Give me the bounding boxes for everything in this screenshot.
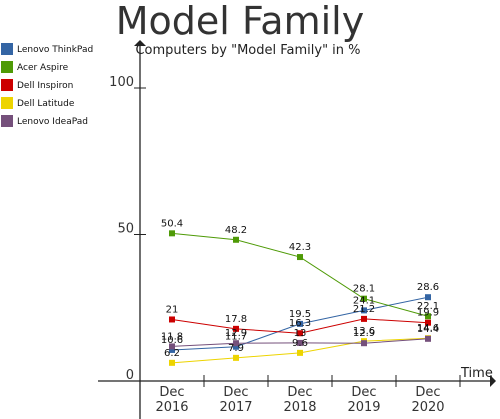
data-label: 6.2 [164, 348, 180, 359]
data-point [233, 236, 239, 243]
legend-item: Lenovo ThinkPad [1, 43, 93, 55]
x-tick-label-year: 2020 [411, 400, 444, 415]
data-label: 10.6 [161, 335, 183, 346]
data-point [233, 343, 239, 350]
data-point [169, 343, 175, 350]
x-tick-label-month: Dec [287, 385, 312, 400]
data-label: 14.4 [417, 324, 439, 335]
data-label: 21.2 [353, 304, 375, 315]
data-labels: 10.6 11.7 19.5 24.1 28.6 50.4 48.2 42.3 28.1 22.1… [161, 218, 439, 359]
data-label: 11.7 [225, 332, 247, 343]
legend-swatch [1, 61, 13, 73]
legend-label: Lenovo ThinkPad [17, 45, 93, 55]
data-label: 50.4 [161, 218, 183, 229]
data-point [169, 359, 175, 366]
data-point [233, 354, 239, 361]
legend-item: Acer Aspire [1, 61, 69, 73]
data-label: 13 [294, 328, 307, 339]
data-point [361, 315, 367, 322]
legend-swatch [1, 115, 13, 127]
legend-item: Dell Latitude [1, 97, 75, 109]
x-tick-label-year: 2019 [347, 400, 380, 415]
data-label: 19.9 [417, 308, 439, 319]
data-label: 9.6 [292, 338, 308, 349]
data-label: 11.8 [161, 331, 183, 342]
data-point [361, 340, 367, 347]
data-point [297, 330, 303, 337]
legend-swatch [1, 43, 13, 55]
data-point [361, 295, 367, 302]
data-label: 48.2 [225, 225, 247, 236]
x-tick-label-month: Dec [159, 385, 184, 400]
data-label: 7.9 [228, 343, 244, 354]
x-tick-label-year: 2018 [283, 400, 316, 415]
data-label: 24.1 [353, 295, 375, 306]
legend-label: Lenovo IdeaPad [17, 117, 88, 127]
data-label: 42.3 [289, 242, 311, 253]
data-point [297, 320, 303, 327]
series-points [169, 230, 431, 366]
legend-item: Lenovo IdeaPad [1, 115, 88, 127]
y-axis-arrow-icon [134, 40, 146, 46]
data-point [297, 349, 303, 356]
x-tick-label-year: 2017 [219, 400, 252, 415]
data-label: 14.6 [417, 323, 439, 334]
data-label: 16.3 [289, 318, 311, 329]
legend-swatch [1, 79, 13, 91]
data-point [169, 316, 175, 323]
data-label: 28.1 [353, 284, 375, 295]
x-axis-title: Time [460, 366, 493, 381]
x-tick-label-month: Dec [223, 385, 248, 400]
y-tick-label: 50 [117, 222, 134, 237]
data-point [425, 335, 431, 342]
data-point [297, 254, 303, 261]
data-label: 13.6 [353, 326, 375, 337]
data-point [425, 319, 431, 326]
chart-title: Model Family [116, 0, 364, 43]
legend-label: Dell Latitude [17, 99, 75, 109]
legend-label: Acer Aspire [17, 63, 69, 73]
x-axis-arrow-icon [490, 375, 496, 387]
data-label: 21 [166, 304, 179, 315]
data-point [169, 346, 175, 353]
data-point [297, 339, 303, 346]
data-point [233, 340, 239, 347]
legend: Lenovo ThinkPad Acer Aspire Dell Inspiron D… [1, 43, 93, 127]
axes: Time [98, 40, 496, 419]
x-tick-label-month: Dec [351, 385, 376, 400]
data-label: 12.9 [225, 328, 247, 339]
data-label: 22.1 [417, 301, 439, 312]
data-label: 28.6 [417, 282, 439, 293]
x-tick-label-year: 2016 [155, 400, 188, 415]
legend-swatch [1, 97, 13, 109]
data-point [361, 307, 367, 314]
y-tick-label: 100 [109, 75, 134, 90]
y-tick-label: 0 [126, 368, 134, 383]
chart-subtitle: Computers by "Model Family" in % [135, 43, 360, 58]
data-point [425, 294, 431, 301]
x-tick-label-month: Dec [415, 385, 440, 400]
legend-label: Dell Inspiron [17, 81, 73, 91]
data-point [169, 230, 175, 237]
legend-item: Dell Inspiron [1, 79, 73, 91]
data-point [233, 325, 239, 332]
data-label: 12.9 [353, 328, 375, 339]
y-ticks: 0 50 100 [109, 75, 146, 383]
data-label: 17.8 [225, 314, 247, 325]
data-point [425, 313, 431, 320]
data-label: 19.5 [289, 309, 311, 320]
